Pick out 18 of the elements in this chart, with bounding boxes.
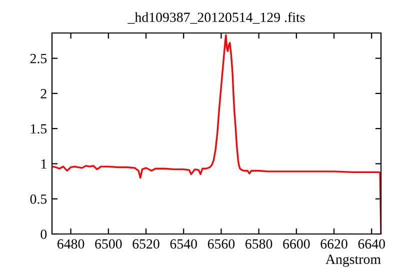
- x-tick-label: 6520: [132, 239, 160, 249]
- y-tick-label: 0.5: [30, 194, 47, 204]
- y-tick-label: 2.5: [30, 54, 47, 64]
- y-tick-label: 0: [40, 230, 47, 239]
- x-axis-title: Angstrom: [326, 254, 381, 267]
- x-tick-label: 6640: [358, 239, 385, 249]
- x-tick-label: 6620: [320, 239, 348, 249]
- y-tick-label: 1.5: [31, 124, 47, 134]
- chart-title: _hd109387_20120514_129 .fits: [128, 12, 305, 24]
- y-tick-label: 2: [40, 89, 46, 98]
- x-tick-label: 6580: [246, 239, 272, 249]
- line-series: [52, 34, 381, 234]
- y-tick-label: 1: [41, 159, 46, 169]
- x-tick-label: 6600: [283, 239, 310, 249]
- x-tick-label: 6480: [58, 239, 84, 249]
- x-tick-label: 6500: [95, 239, 122, 249]
- x-tick-label: 6560: [208, 239, 235, 249]
- x-tick-label: 6540: [170, 239, 197, 249]
